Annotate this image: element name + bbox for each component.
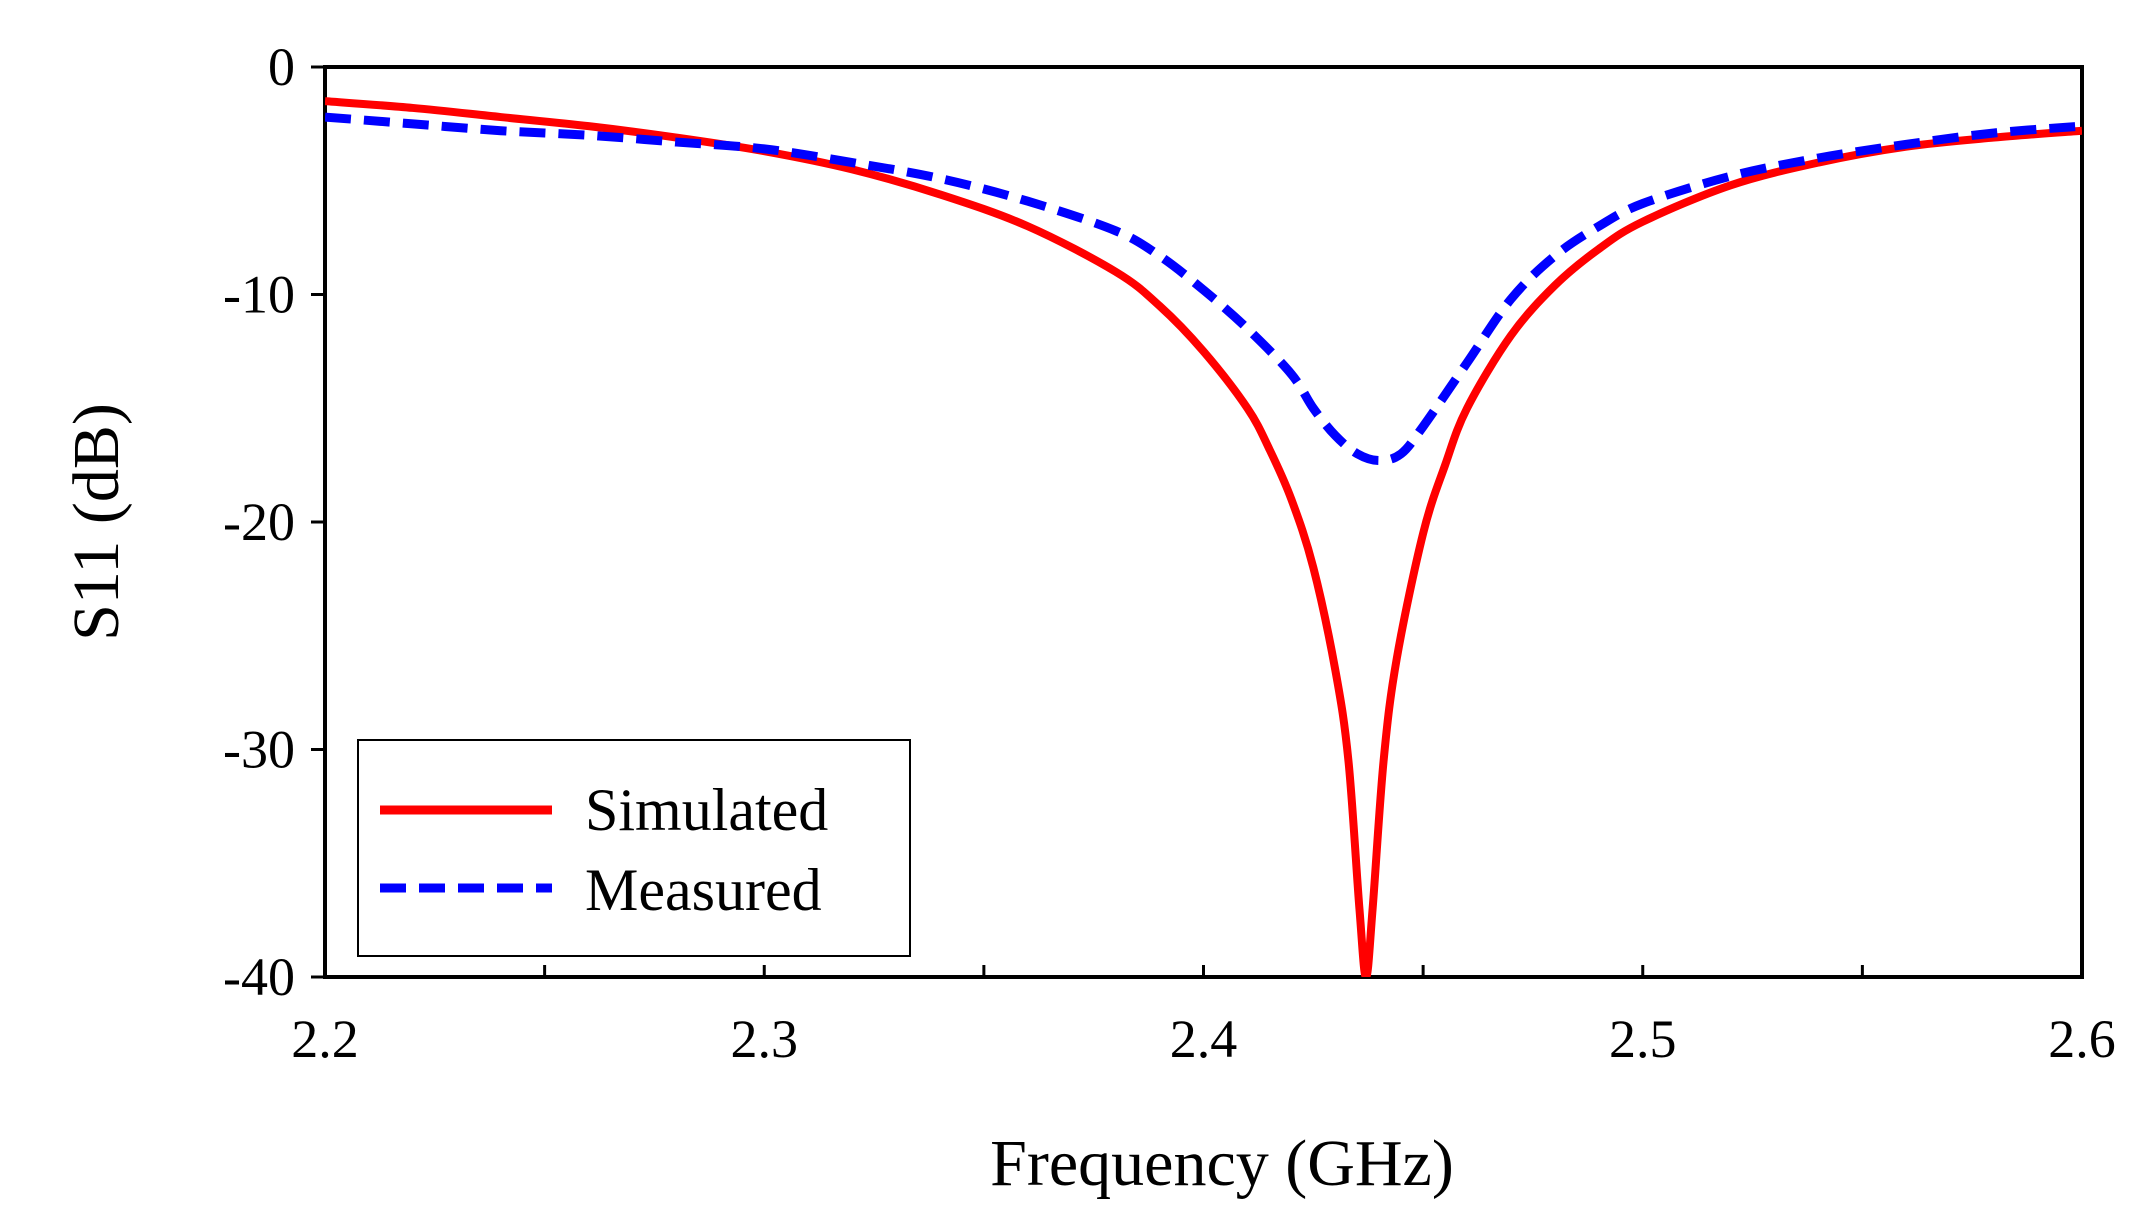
y-tick-label: 0 [268,37,295,97]
y-tick-label: -40 [223,947,295,1007]
legend-box [357,739,911,957]
legend-label-simulated: Simulated [585,777,828,843]
y-tick-label: -10 [223,265,295,325]
x-axis-title: Frequency (GHz) [990,1127,1454,1200]
x-tick-label: 2.2 [291,1009,359,1069]
y-ticks-group: 0 -10 -20 -30 -40 [223,37,325,1007]
legend: Simulated Measured [357,739,911,957]
series-layer [325,97,2082,977]
y-axis-title: S11 (dB) [60,403,133,641]
y-tick-label: -20 [223,492,295,552]
x-tick-label: 2.5 [1609,1009,1677,1069]
y-tick-label: -30 [223,720,295,780]
x-tick-label: 2.3 [731,1009,799,1069]
x-tick-label: 2.4 [1170,1009,1238,1069]
x-ticks-group: 2.2 2.3 2.4 2.5 2.6 [291,965,2116,1069]
legend-label-measured: Measured [585,857,822,923]
series-line-measured [325,112,2082,466]
x-tick-label: 2.6 [2048,1009,2116,1069]
